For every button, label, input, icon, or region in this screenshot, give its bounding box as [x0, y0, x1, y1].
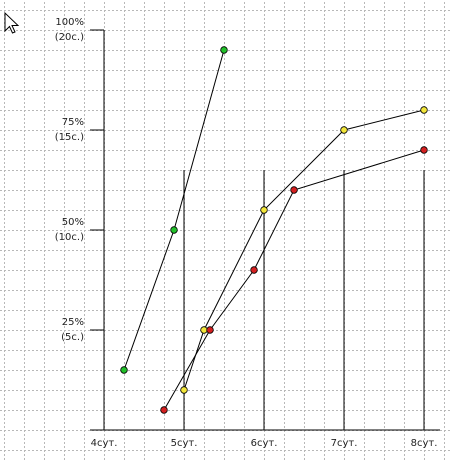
y-tick-label: 50% [62, 217, 84, 228]
data-point [120, 366, 128, 374]
y-tick-label: 100% [55, 17, 84, 28]
data-point [260, 206, 268, 214]
data-point [160, 406, 168, 414]
data-point [340, 126, 348, 134]
x-tick-label: 5сут. [171, 438, 198, 449]
x-tick-label: 4сут. [91, 438, 118, 449]
data-point [180, 386, 188, 394]
data-point [206, 326, 214, 334]
data-point [170, 226, 178, 234]
mouse-cursor [4, 11, 20, 34]
data-point [220, 46, 228, 54]
data-point [250, 266, 258, 274]
y-tick-label: (20с.) [55, 32, 84, 43]
x-tick-label: 7сут. [331, 438, 358, 449]
y-tick-label: 25% [62, 317, 84, 328]
x-tick-label: 8сут. [411, 438, 438, 449]
data-point [420, 106, 428, 114]
x-tick-label: 6сут. [251, 438, 278, 449]
y-tick-label: 75% [62, 117, 84, 128]
data-point [420, 146, 428, 154]
y-tick-label: (15с.) [55, 132, 84, 143]
data-point [290, 186, 298, 194]
y-tick-label: (10с.) [55, 232, 84, 243]
y-tick-label: (5с.) [61, 332, 84, 343]
